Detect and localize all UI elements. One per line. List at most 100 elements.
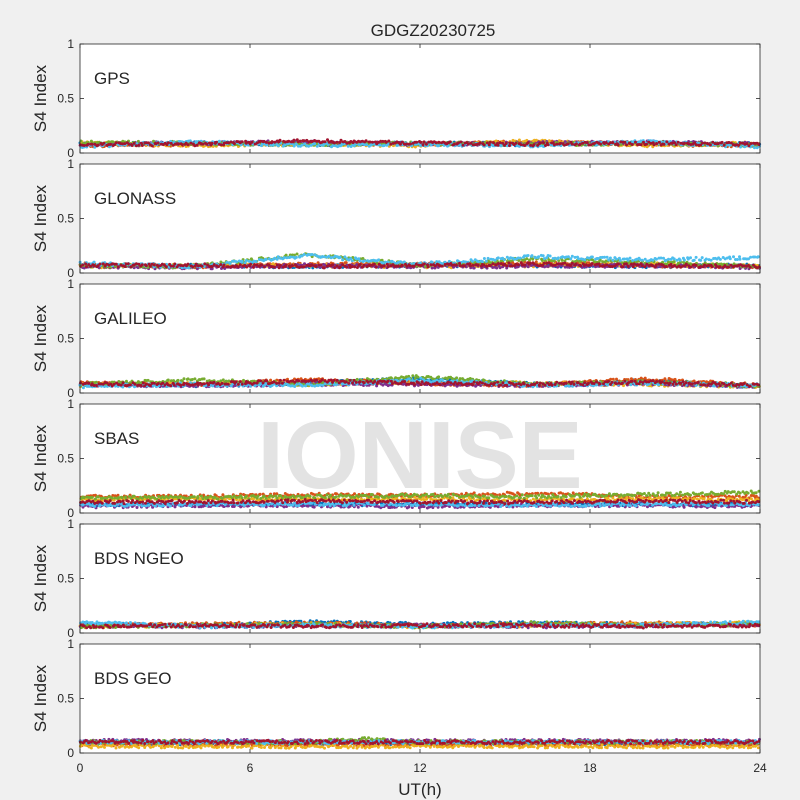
data-point: [344, 261, 348, 265]
data-point: [422, 140, 426, 144]
data-point: [292, 138, 296, 142]
data-point: [518, 256, 522, 260]
data-point: [643, 265, 647, 269]
data-point: [374, 265, 378, 269]
data-point: [421, 143, 425, 147]
data-point: [437, 144, 440, 148]
data-point: [703, 263, 706, 267]
data-point: [461, 143, 465, 147]
data-point: [651, 264, 654, 268]
data-point: [526, 141, 530, 145]
data-point: [150, 144, 154, 148]
data-point: [537, 255, 541, 259]
data-point: [345, 141, 349, 145]
data-point: [426, 265, 430, 269]
data-point: [285, 256, 289, 260]
data-point: [205, 142, 209, 146]
data-point: [137, 143, 141, 147]
data-point: [624, 262, 628, 266]
data-point: [245, 265, 248, 269]
data-point: [294, 255, 298, 259]
data-point: [458, 264, 462, 268]
data-point: [335, 140, 339, 144]
data-point: [694, 255, 698, 259]
data-point: [123, 142, 127, 146]
data-point: [526, 265, 530, 269]
data-point: [748, 265, 752, 269]
data-point: [331, 263, 335, 267]
data-point: [498, 266, 502, 270]
data-point: [482, 263, 486, 267]
data-point: [322, 266, 326, 270]
data-point: [652, 143, 656, 147]
data-point: [495, 266, 499, 270]
data-point: [611, 141, 615, 145]
data-point: [273, 140, 277, 144]
data-point: [409, 142, 412, 146]
data-point: [84, 262, 88, 266]
data-points: [78, 138, 762, 150]
data-point: [708, 143, 712, 147]
data-point: [720, 140, 724, 144]
data-point: [240, 259, 244, 263]
data-point: [716, 142, 720, 146]
data-point: [505, 264, 509, 268]
data-point: [753, 146, 756, 150]
data-point: [603, 255, 606, 259]
data-point: [704, 257, 708, 261]
data-point: [672, 260, 676, 264]
data-point: [382, 144, 386, 147]
data-point: [454, 263, 458, 267]
data-point: [314, 265, 318, 269]
data-point: [222, 263, 226, 267]
data-point: [310, 263, 314, 267]
data-point: [492, 141, 495, 145]
data-point: [623, 140, 627, 144]
data-point: [657, 262, 661, 266]
data-point: [295, 252, 299, 256]
data-point: [250, 140, 254, 144]
data-point: [371, 140, 374, 144]
data-point: [496, 143, 500, 147]
data-point: [270, 140, 274, 144]
data-point: [271, 262, 275, 266]
data-point: [732, 255, 735, 259]
data-point: [187, 266, 191, 270]
data-point: [217, 139, 221, 143]
panel-label: GLONASS: [94, 189, 176, 208]
y-axis-label: S4 Index: [31, 64, 50, 132]
data-point: [674, 143, 678, 147]
data-point: [341, 258, 345, 262]
data-point: [496, 256, 500, 260]
data-point: [525, 257, 529, 261]
data-point: [654, 257, 658, 261]
data-point: [657, 140, 661, 144]
data-point: [244, 259, 248, 262]
data-point: [605, 263, 609, 267]
data-point: [429, 263, 433, 267]
data-point: [86, 142, 90, 146]
data-point: [722, 143, 726, 147]
data-point: [365, 143, 369, 147]
data-point: [434, 141, 438, 145]
data-point: [694, 143, 698, 147]
data-point: [621, 265, 625, 269]
data-point: [625, 143, 628, 147]
data-point: [630, 143, 634, 146]
data-point: [81, 263, 85, 267]
data-point: [362, 263, 366, 267]
data-point: [590, 262, 594, 265]
data-point: [114, 141, 118, 145]
data-point: [322, 255, 326, 259]
data-point: [498, 141, 502, 145]
data-point: [152, 263, 156, 267]
data-point: [678, 258, 682, 262]
data-point: [618, 258, 622, 262]
data-point: [102, 141, 106, 145]
data-point: [114, 262, 118, 266]
data-point: [353, 265, 357, 269]
data-point: [302, 265, 306, 269]
data-point: [616, 262, 620, 266]
